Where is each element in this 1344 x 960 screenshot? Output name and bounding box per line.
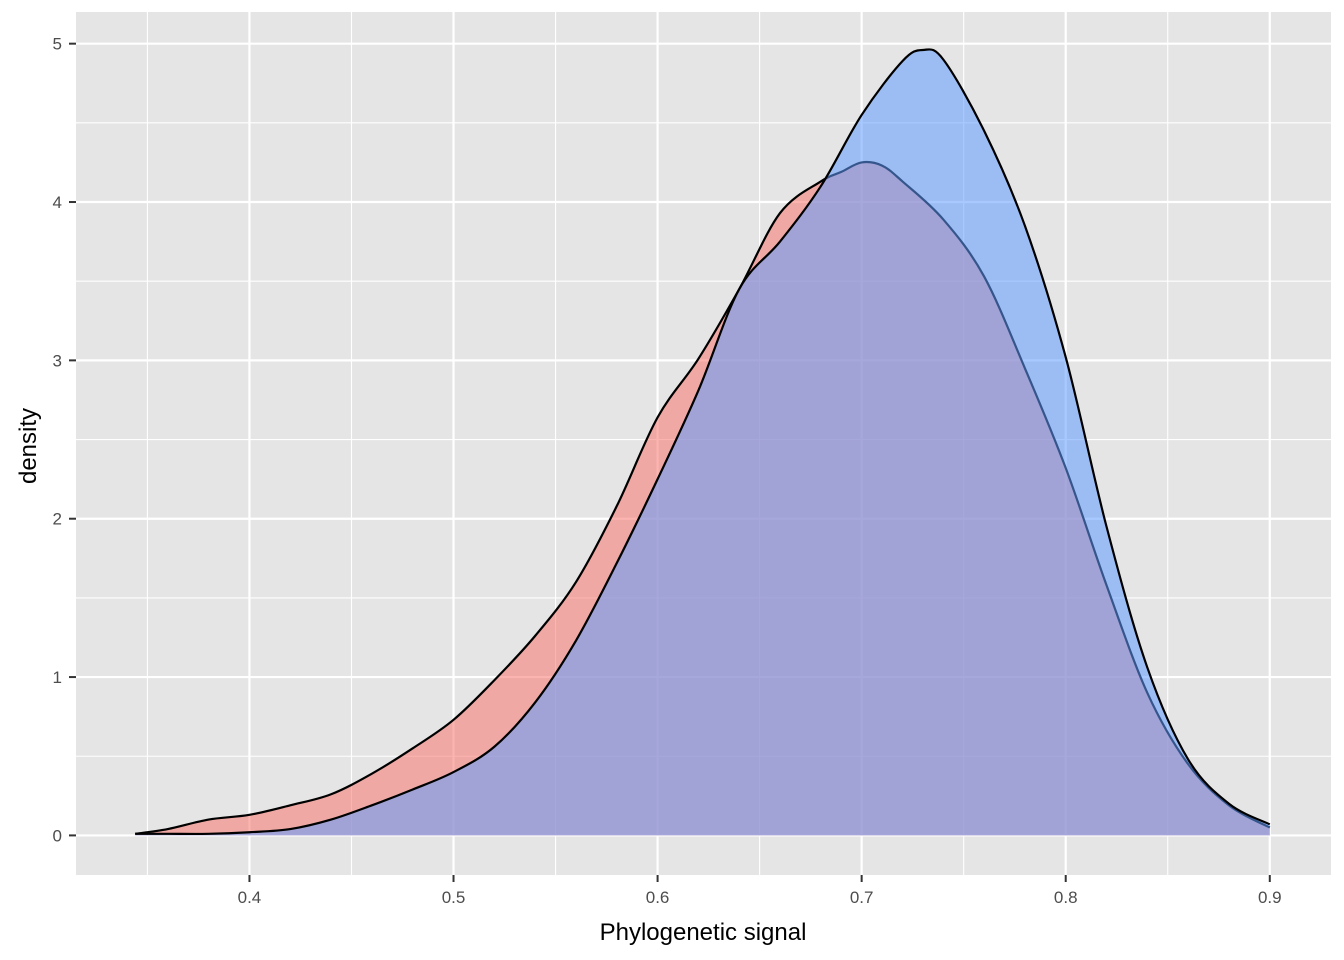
y-tick-label: 2: [53, 510, 62, 529]
x-tick-label: 0.5: [442, 888, 466, 907]
y-tick-label: 0: [53, 826, 62, 845]
y-tick-label: 5: [53, 35, 62, 54]
x-tick-label: 0.4: [238, 888, 262, 907]
x-axis-ticks: 0.4 0.5 0.6 0.7 0.8 0.9: [238, 875, 1282, 907]
x-tick-label: 0.7: [850, 888, 874, 907]
y-axis-ticks: 0 1 2 3 4 5: [53, 35, 76, 845]
y-tick-label: 4: [53, 193, 62, 212]
density-area-2: [135, 49, 1270, 836]
density-series: [135, 48, 1271, 836]
y-tick-label: 3: [53, 351, 62, 370]
y-axis-title: density: [15, 408, 42, 484]
x-tick-label: 0.6: [646, 888, 670, 907]
x-tick-label: 0.9: [1258, 888, 1282, 907]
x-axis-title: Phylogenetic signal: [600, 919, 807, 946]
x-tick-label: 0.8: [1054, 888, 1078, 907]
density-outline-2: [135, 48, 1271, 836]
y-tick-label: 1: [53, 668, 62, 687]
minor-gridlines: [76, 12, 1331, 875]
